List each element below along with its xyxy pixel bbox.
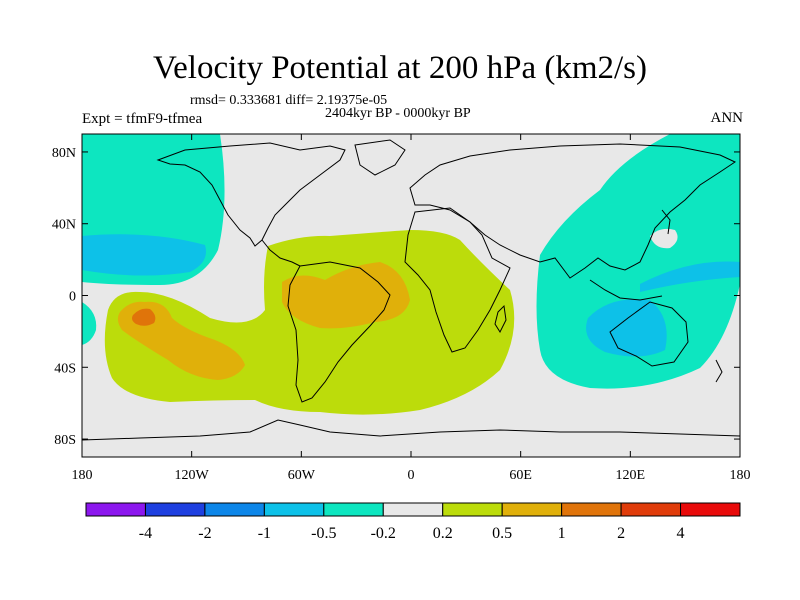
australia-coast [609, 301, 689, 367]
y-tick-label: 0 [69, 290, 76, 305]
africa-coast [404, 207, 511, 353]
south-america-core-field [282, 262, 410, 329]
north-america-coast [156, 142, 346, 247]
colorbar-label: -0.2 [371, 525, 396, 542]
colorbar-label: 0.2 [433, 525, 453, 542]
madagascar-coast [494, 304, 507, 334]
colorbar-swatch [561, 502, 622, 517]
colorbar: -4 -2 -1 -0.5 -0.2 0.2 0.5 1 2 4 [85, 502, 741, 542]
colorbar-swatch [85, 502, 146, 517]
colorbar-swatch [442, 502, 503, 517]
colorbar-label: 0.5 [492, 525, 512, 542]
y-tick-label: 80S [54, 433, 76, 448]
colorbar-label: -4 [139, 525, 152, 542]
dateline-south-negative-field [82, 302, 97, 345]
y-tick-label: 40N [52, 218, 76, 233]
eurasia-coast [409, 143, 737, 279]
x-tick-label: 180 [72, 468, 93, 483]
colorbar-swatch [263, 502, 325, 517]
chart-title: Velocity Potential at 200 hPa (km2/s) [152, 50, 648, 86]
x-tick-label: 0 [408, 468, 415, 483]
indopacific-east-core-field [640, 261, 740, 292]
x-tick-label: 120E [616, 468, 646, 483]
y-tick-label: 40S [54, 361, 76, 376]
greenland-coast [354, 139, 406, 176]
x-tick-label: 60E [509, 468, 532, 483]
colorbar-label: 2 [617, 525, 625, 542]
antarctica-coast [82, 419, 740, 441]
colorbar-swatch [144, 502, 206, 517]
australia-core-field [586, 299, 667, 357]
south-america-coast [287, 261, 391, 403]
indonesia-coast [589, 279, 663, 301]
coastlines [82, 139, 740, 441]
experiment-label: Expt = tfmF9-tfmea [82, 111, 203, 127]
new-zealand-coast [715, 359, 723, 383]
colorbar-swatch [382, 502, 444, 517]
x-tick-label: 120W [175, 468, 210, 483]
central-america-coast [261, 239, 301, 267]
japan-coast [661, 209, 671, 235]
colorbar-label: 4 [677, 525, 685, 542]
colorbar-label: 1 [558, 525, 566, 542]
colorbar-swatch [620, 502, 682, 517]
x-tick-label: 60W [288, 468, 316, 483]
japan-gap-field [650, 228, 678, 249]
rmsd-diff-text: rmsd= 0.333681 diff= 2.19375e-05 [190, 93, 388, 108]
x-tick-label: 180 [730, 468, 751, 483]
colorbar-label: -2 [198, 525, 211, 542]
y-tick-label: 80N [52, 146, 76, 161]
south-pacific-max-field [132, 308, 156, 326]
colorbar-label: -0.5 [311, 525, 336, 542]
north-pacific-core-field [82, 234, 206, 276]
colorbar-swatch [680, 502, 741, 517]
colorbar-label: -1 [258, 525, 271, 542]
colorbar-swatch [204, 502, 265, 517]
contour-fields [82, 134, 740, 415]
period-text: 2404kyr BP - 0000kyr BP [325, 106, 471, 121]
colorbar-swatch [323, 502, 384, 517]
season-label: ANN [710, 110, 744, 126]
map-axes: 180 120W 60W 0 60E 120E 180 80N 40N 0 40S 80S [52, 134, 751, 483]
colorbar-swatch [501, 502, 563, 517]
